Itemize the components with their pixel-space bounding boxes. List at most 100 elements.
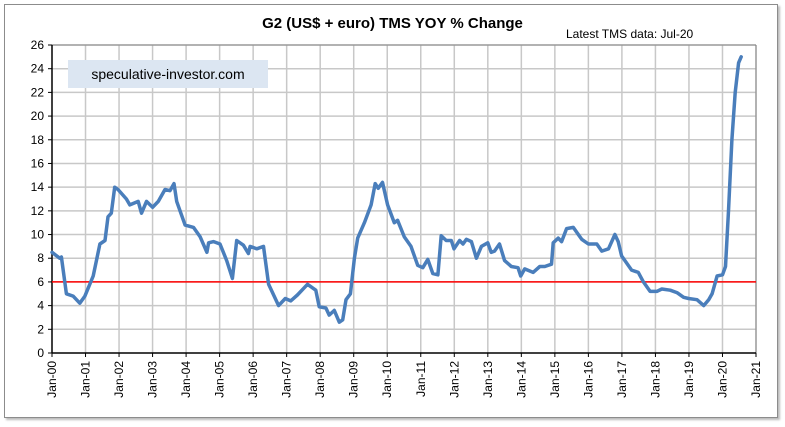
data-point xyxy=(169,190,171,192)
data-point xyxy=(192,226,194,228)
data-point xyxy=(445,239,447,241)
data-point xyxy=(731,139,733,141)
data-point xyxy=(462,243,464,245)
data-point xyxy=(601,250,603,252)
data-point xyxy=(370,204,372,206)
data-point xyxy=(656,290,658,292)
data-point xyxy=(475,257,477,259)
data-point xyxy=(432,273,434,275)
data-point xyxy=(236,239,238,241)
x-tick-label: Jan-09 xyxy=(347,361,361,398)
data-point xyxy=(114,186,116,188)
data-point xyxy=(397,219,399,221)
data-point xyxy=(290,300,292,302)
x-tick-label: Jan-18 xyxy=(648,361,662,398)
data-point xyxy=(296,294,298,296)
data-point xyxy=(107,216,109,218)
x-tick-label: Jan-15 xyxy=(548,361,562,398)
data-point xyxy=(213,241,215,243)
x-tick-label: Jan-20 xyxy=(715,361,729,398)
data-point xyxy=(453,248,455,250)
x-tick-label: Jan-03 xyxy=(146,361,160,398)
data-point xyxy=(676,292,678,294)
data-point xyxy=(338,321,340,323)
data-point xyxy=(551,263,553,265)
data-point xyxy=(382,181,384,183)
data-point xyxy=(721,274,723,276)
data-point xyxy=(141,212,143,214)
data-point xyxy=(480,245,482,247)
data-point xyxy=(683,296,685,298)
data-point xyxy=(284,298,286,300)
data-point xyxy=(487,242,489,244)
data-point xyxy=(393,222,395,224)
data-point xyxy=(607,248,609,250)
data-point xyxy=(278,305,280,307)
x-tick-label: Jan-17 xyxy=(615,361,629,398)
data-point xyxy=(561,241,563,243)
data-point xyxy=(587,243,589,245)
x-tick-label: Jan-00 xyxy=(45,361,59,398)
y-tick-label: 2 xyxy=(37,322,44,336)
x-tick-label: Jan-02 xyxy=(112,361,126,398)
x-tick-label: Jan-08 xyxy=(313,361,327,398)
data-point xyxy=(544,266,546,268)
y-tick-label: 16 xyxy=(31,156,45,170)
data-point xyxy=(256,248,258,250)
x-tick-label: Jan-01 xyxy=(79,361,93,398)
data-point xyxy=(268,283,270,285)
data-point xyxy=(146,200,148,202)
y-tick-label: 0 xyxy=(37,346,44,360)
data-point xyxy=(152,206,154,208)
data-point xyxy=(459,239,461,241)
data-point xyxy=(669,289,671,291)
data-point xyxy=(328,314,330,316)
data-point xyxy=(621,255,623,257)
data-point xyxy=(734,91,736,93)
data-point xyxy=(59,257,61,259)
x-tick-label: Jan-04 xyxy=(179,361,193,398)
x-tick-label: Jan-05 xyxy=(213,361,227,398)
data-point xyxy=(440,235,442,237)
data-point xyxy=(247,252,249,254)
data-point xyxy=(164,189,166,191)
data-point xyxy=(403,236,405,238)
data-point xyxy=(524,268,526,270)
watermark: speculative-investor.com xyxy=(68,60,268,88)
chart-title: G2 (US$ + euro) TMS YOY % Change xyxy=(262,15,523,32)
data-point xyxy=(84,295,86,297)
data-point xyxy=(242,244,244,246)
data-point xyxy=(117,189,119,191)
data-point xyxy=(374,183,376,185)
data-point xyxy=(711,293,713,295)
data-point xyxy=(557,237,559,239)
data-point xyxy=(716,275,718,277)
y-tick-label: 10 xyxy=(31,228,45,242)
data-point xyxy=(581,238,583,240)
data-point xyxy=(724,266,726,268)
data-point xyxy=(349,293,351,295)
data-point xyxy=(422,267,424,269)
y-tick-label: 18 xyxy=(31,133,45,147)
data-point xyxy=(577,234,579,236)
x-tick-label: Jan-11 xyxy=(414,361,428,397)
data-point xyxy=(649,290,651,292)
data-point xyxy=(137,200,139,202)
data-point xyxy=(60,256,62,258)
data-point xyxy=(173,183,175,185)
data-point xyxy=(696,299,698,301)
x-tick-label: Jan-07 xyxy=(280,361,294,398)
data-point xyxy=(504,260,506,262)
data-point xyxy=(617,241,619,243)
y-tick-label: 6 xyxy=(37,275,44,289)
data-point xyxy=(637,271,639,273)
y-tick-label: 24 xyxy=(31,62,45,76)
data-point xyxy=(427,258,429,260)
data-point xyxy=(387,204,389,206)
data-point xyxy=(417,264,419,266)
data-point xyxy=(520,275,522,277)
data-point xyxy=(206,251,208,253)
y-tick-label: 22 xyxy=(31,85,45,99)
y-tick-label: 26 xyxy=(31,38,45,52)
